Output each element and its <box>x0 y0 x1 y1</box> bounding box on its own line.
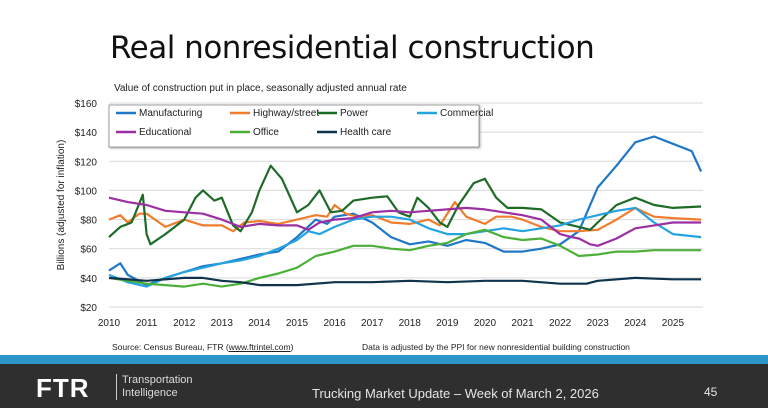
x-tick-label: 2024 <box>624 318 647 329</box>
legend-label: Health care <box>340 127 392 138</box>
adjustment-note: Data is adjusted by the PPI for new nonr… <box>362 342 630 352</box>
x-tick-label: 2011 <box>136 318 158 329</box>
y-tick-label: $80 <box>80 216 97 227</box>
legend-label: Office <box>253 127 279 138</box>
x-tick-label: 2023 <box>587 318 610 329</box>
y-tick-label: $60 <box>80 245 97 256</box>
source-text: Source: Census Bureau, FTR ( <box>112 342 229 352</box>
legend: Manufacturing Highway/street Power Commerci… <box>108 104 493 148</box>
x-tick-label: 2014 <box>248 318 271 329</box>
series-line-health-care <box>108 276 702 287</box>
x-tick-label: 2022 <box>549 318 572 329</box>
legend-label: Power <box>340 108 369 119</box>
x-tick-label: 2020 <box>474 318 497 329</box>
y-axis-label: Billions (adjusted for inflation) <box>56 140 67 271</box>
footer: FTR Transportation Intelligence Trucking … <box>0 364 768 408</box>
source-note: Source: Census Bureau, FTR (www.ftrintel… <box>112 342 293 352</box>
y-tick-label: $140 <box>75 128 98 139</box>
series-line-commercial <box>108 206 702 288</box>
x-tick-label: 2021 <box>511 318 534 329</box>
x-tick-label: 2015 <box>286 318 309 329</box>
tagline-line-2: Intelligence <box>122 387 178 399</box>
x-tick-label: 2016 <box>323 318 346 329</box>
legend-label: Manufacturing <box>139 108 202 119</box>
series-line-power <box>108 164 702 246</box>
series-line-educational <box>108 196 702 247</box>
source-suffix: ) <box>290 342 294 352</box>
ftr-logo: FTR <box>36 373 90 403</box>
x-tick-label: 2017 <box>361 318 384 329</box>
y-tick-label: $120 <box>75 157 98 168</box>
footer-title: Trucking Market Update – Week of March 2… <box>312 386 599 401</box>
slide-title: Real nonresidential construction <box>110 30 595 66</box>
x-tick-label: 2018 <box>399 318 422 329</box>
x-tick-label: 2019 <box>436 318 459 329</box>
y-tick-label: $20 <box>80 303 97 314</box>
chart-subtitle: Value of construction put in place, seas… <box>114 83 407 94</box>
legend-label: Educational <box>139 127 191 138</box>
x-tick-label: 2013 <box>211 318 234 329</box>
y-tick-label: $40 <box>80 274 97 285</box>
x-tick-label: 2010 <box>98 318 121 329</box>
source-link[interactable]: www.ftrintel.com <box>228 342 291 352</box>
footer-stripe <box>0 355 768 364</box>
y-tick-label: $160 <box>75 99 98 110</box>
y-tick-label: $100 <box>75 186 98 197</box>
chart: $20 $40 $60 $80 $100 $120 $140 $160 2010 2011 201… <box>56 99 703 329</box>
series-line-office <box>108 228 702 288</box>
tagline-line-1: Transportation <box>122 374 193 386</box>
legend-label: Highway/street <box>253 108 319 119</box>
logo-tagline: Transportation Intelligence <box>122 374 193 400</box>
logo-divider <box>116 374 117 400</box>
x-tick-label: 2012 <box>173 318 196 329</box>
page-number: 45 <box>704 385 718 399</box>
x-tick-label: 2025 <box>662 318 685 329</box>
series-line-highway-street <box>108 201 702 233</box>
legend-label: Commercial <box>440 108 493 119</box>
